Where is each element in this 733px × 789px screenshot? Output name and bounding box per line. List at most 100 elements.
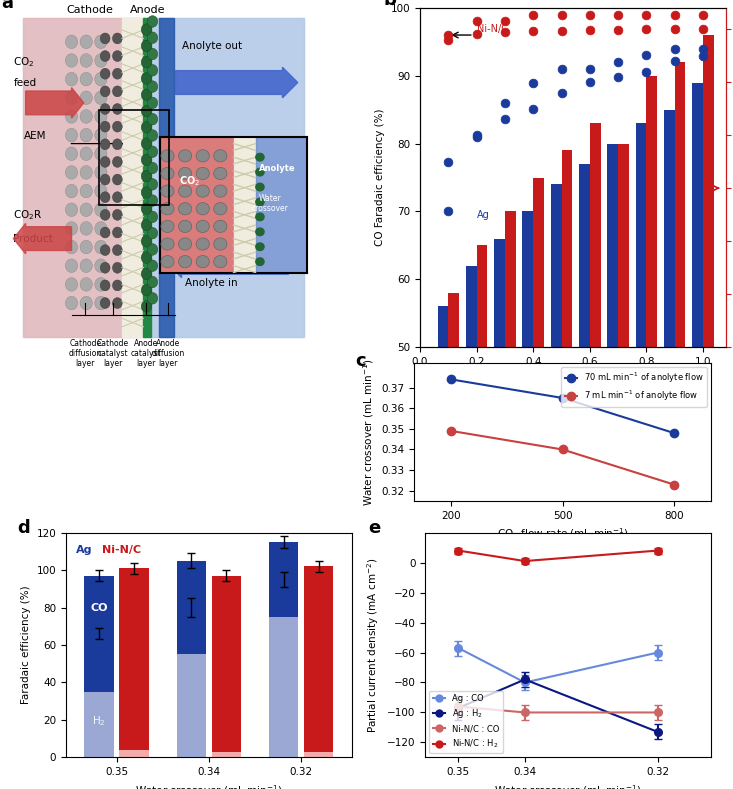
- Circle shape: [147, 211, 158, 222]
- Circle shape: [112, 86, 122, 97]
- Text: b: b: [383, 0, 397, 9]
- Point: [471, 130, 482, 143]
- Circle shape: [80, 203, 92, 216]
- Circle shape: [112, 139, 122, 150]
- Point: [697, 23, 709, 36]
- Circle shape: [141, 89, 152, 100]
- Bar: [647, 76, 658, 686]
- Circle shape: [147, 16, 158, 28]
- Text: Ni-N/C: Ni-N/C: [102, 545, 141, 555]
- Circle shape: [65, 185, 78, 198]
- Circle shape: [65, 259, 78, 272]
- Text: Cathode: Cathode: [67, 5, 114, 15]
- Point: [641, 65, 652, 78]
- Circle shape: [65, 54, 78, 67]
- Point: [527, 9, 539, 21]
- Circle shape: [112, 50, 122, 62]
- Point: [641, 23, 652, 36]
- Point: [584, 62, 596, 75]
- Y-axis label: CO Faradaic efficiency (%): CO Faradaic efficiency (%): [375, 109, 385, 246]
- Circle shape: [100, 192, 110, 203]
- Circle shape: [100, 262, 110, 273]
- Circle shape: [65, 297, 78, 310]
- Circle shape: [141, 219, 152, 231]
- Circle shape: [80, 259, 92, 272]
- Point: [471, 15, 482, 28]
- Circle shape: [147, 80, 158, 92]
- Circle shape: [147, 32, 158, 43]
- Bar: [23, 18, 145, 337]
- Circle shape: [65, 278, 78, 291]
- Point: [556, 87, 567, 99]
- Bar: [590, 123, 600, 686]
- Circle shape: [100, 297, 110, 308]
- FancyArrow shape: [13, 223, 72, 254]
- Text: Cathode
catalyst
layer: Cathode catalyst layer: [97, 338, 129, 368]
- Bar: [158, 18, 174, 337]
- Point: [527, 25, 539, 38]
- Circle shape: [95, 297, 107, 310]
- 7 mL min$^{-1}$ of anolyte flow: [669, 480, 678, 489]
- Line: 70 mL min$^{-1}$ of anolyte flow: 70 mL min$^{-1}$ of anolyte flow: [447, 376, 678, 437]
- Point: [668, 9, 680, 21]
- Circle shape: [147, 129, 158, 141]
- Circle shape: [141, 105, 152, 117]
- Circle shape: [141, 170, 152, 182]
- Circle shape: [141, 154, 152, 166]
- Circle shape: [147, 178, 158, 190]
- 7 mL min$^{-1}$ of anolyte flow: [559, 445, 567, 454]
- Bar: [144, 18, 151, 337]
- Circle shape: [95, 91, 107, 105]
- FancyBboxPatch shape: [23, 18, 304, 337]
- Circle shape: [147, 195, 158, 207]
- Circle shape: [65, 147, 78, 160]
- Point: [612, 9, 624, 21]
- Circle shape: [80, 147, 92, 160]
- Bar: [269, 542, 298, 617]
- Circle shape: [141, 268, 152, 279]
- Circle shape: [100, 156, 110, 167]
- Point: [443, 155, 454, 168]
- Circle shape: [112, 174, 122, 185]
- Bar: [674, 62, 685, 686]
- Circle shape: [95, 73, 107, 86]
- Point: [697, 43, 709, 55]
- Point: [584, 9, 596, 21]
- Circle shape: [141, 122, 152, 133]
- Text: CO$_2$R: CO$_2$R: [13, 208, 43, 222]
- Point: [668, 23, 680, 36]
- Circle shape: [65, 241, 78, 254]
- Bar: [99, 110, 169, 204]
- Text: Anolyte in: Anolyte in: [185, 278, 237, 288]
- Bar: [636, 123, 647, 686]
- Point: [499, 15, 511, 28]
- Circle shape: [112, 33, 122, 44]
- Text: Ag: Ag: [76, 545, 92, 555]
- X-axis label: Water crossover (mL min$^{-1}$): Water crossover (mL min$^{-1}$): [136, 783, 282, 789]
- Circle shape: [100, 174, 110, 185]
- Y-axis label: Partial current density (mA cm$^{-2}$): Partial current density (mA cm$^{-2}$): [366, 557, 381, 733]
- X-axis label: CO$_2$ flow rate (mL min$^{-1}$): CO$_2$ flow rate (mL min$^{-1}$): [497, 526, 628, 542]
- Circle shape: [95, 129, 107, 142]
- Point: [584, 24, 596, 36]
- Circle shape: [112, 69, 122, 79]
- Bar: [449, 293, 459, 686]
- Text: a: a: [1, 0, 13, 13]
- Point: [443, 33, 454, 46]
- Circle shape: [80, 222, 92, 235]
- Point: [641, 49, 652, 62]
- Bar: [212, 752, 241, 757]
- Bar: [119, 568, 149, 750]
- Circle shape: [141, 56, 152, 68]
- 7 mL min$^{-1}$ of anolyte flow: [447, 426, 456, 436]
- Circle shape: [100, 69, 110, 79]
- Circle shape: [141, 24, 152, 36]
- Point: [668, 43, 680, 55]
- Text: Anode
diffusion
layer: Anode diffusion layer: [151, 338, 185, 368]
- Text: Anode
catalyst
layer: Anode catalyst layer: [131, 338, 162, 368]
- Line: 7 mL min$^{-1}$ of anolyte flow: 7 mL min$^{-1}$ of anolyte flow: [447, 427, 678, 488]
- Bar: [122, 18, 144, 337]
- Bar: [304, 567, 334, 752]
- Circle shape: [147, 227, 158, 239]
- Circle shape: [100, 122, 110, 132]
